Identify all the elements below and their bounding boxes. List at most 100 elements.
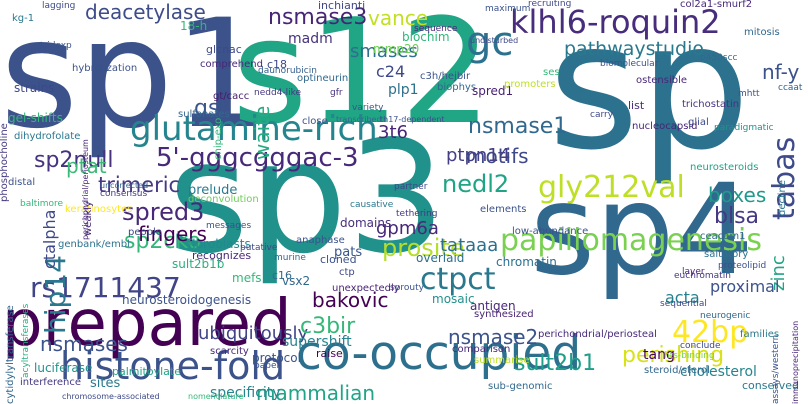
word-cloud-term: tri-loxp	[40, 41, 72, 51]
word-cloud-term: chromosome-associated	[62, 392, 160, 401]
word-cloud-term: ceacam1	[700, 231, 746, 242]
word-cloud-term: promoters	[504, 79, 556, 90]
word-cloud-term: prelude	[188, 183, 238, 198]
word-cloud-term: sequential	[660, 299, 707, 309]
word-cloud-term: ctp	[339, 267, 355, 278]
word-cloud-term: assays/western	[771, 334, 781, 404]
word-cloud-term: 18-h	[180, 19, 208, 33]
word-cloud-term: partner	[394, 182, 428, 192]
word-cloud-term: mammalian	[256, 381, 376, 404]
word-cloud-term: trichostatin	[682, 99, 740, 110]
word-cloud-term: domains	[340, 216, 392, 230]
word-cloud-term: vance	[368, 6, 429, 30]
word-cloud-term: comparison	[452, 344, 511, 355]
word-cloud-term: sites	[90, 376, 121, 391]
word-cloud-term: blsa	[714, 204, 760, 229]
word-cloud-term: pathwaystudio	[564, 38, 704, 60]
word-cloud-term: causative	[350, 200, 394, 210]
word-cloud-term: ubiquitously	[198, 323, 309, 344]
word-cloud-term: nf-y	[762, 60, 800, 84]
word-cloud-term: lagging	[42, 1, 76, 11]
word-cloud-term: sult2b1b	[172, 257, 225, 271]
word-cloud-term: nsmases	[40, 332, 128, 356]
word-cloud-term: nucleocapsid	[632, 121, 698, 132]
word-cloud-term: bakovic	[312, 288, 389, 312]
word-cloud-term: sp2cko	[124, 229, 201, 254]
word-cloud-term: fingers	[138, 222, 207, 246]
word-cloud-term: mosaic	[432, 292, 475, 306]
word-cloud-term: deconvolution	[188, 194, 259, 205]
word-cloud-term: paper	[254, 361, 281, 371]
word-cloud-term: s12	[232, 0, 493, 157]
word-cloud-term: col2a1-smurf2	[680, 0, 753, 10]
word-cloud-term: acyltransferases	[21, 304, 31, 379]
word-cloud-term: cholesterol	[680, 364, 757, 380]
word-cloud-term: undisturbed	[470, 36, 519, 45]
word-cloud-term: overlaid	[416, 251, 465, 265]
word-cloud-term: ostensible	[636, 75, 688, 86]
word-cloud-term: nsmase1	[468, 114, 568, 139]
word-cloud-term: chip-exo	[213, 117, 224, 160]
word-cloud-term: close	[302, 116, 328, 127]
word-cloud-term: ctpct	[420, 262, 496, 297]
word-cloud-term: antigen	[470, 299, 516, 313]
word-cloud-term: ccaat	[778, 83, 803, 93]
word-cloud-term: recruiting	[528, 0, 572, 9]
word-cloud-term: biochim	[402, 30, 450, 44]
word-cloud-term: glcnac	[206, 43, 242, 56]
word-cloud-term: tethering	[396, 209, 438, 219]
word-cloud-term: saltatory	[704, 249, 749, 260]
word-cloud-term: daunorubicin	[258, 66, 317, 76]
word-cloud-term: raise	[316, 347, 343, 360]
word-cloud-term: paradigmatic	[714, 123, 774, 133]
word-cloud-term: gc	[466, 19, 514, 65]
word-cloud-term: deacetylase	[85, 0, 206, 24]
word-cloud-term: baltimore	[20, 199, 64, 209]
word-cloud-term: biophys	[437, 82, 477, 93]
word-cloud-term: glial	[688, 117, 709, 128]
word-cloud-term: layer	[682, 267, 705, 277]
word-cloud-term: ctalpha	[40, 209, 59, 270]
word-cloud-term: nsmase2	[448, 325, 539, 349]
word-cloud-term: sp3	[168, 107, 446, 288]
word-cloud-term: c3h/hejbir	[420, 71, 471, 82]
word-cloud-term: gpm6a	[376, 218, 439, 239]
word-cloud-term: ptpn14	[446, 145, 511, 166]
word-cloud-term: conclude	[680, 341, 721, 351]
word-cloud-term: papillomagenesis	[500, 223, 763, 258]
word-cloud-term: perichondrial/periosteal	[538, 329, 657, 340]
word-cloud-term: weakly	[83, 201, 94, 236]
word-cloud-term: tataaa	[440, 235, 499, 256]
word-cloud-term: specificity	[210, 385, 281, 401]
word-cloud-term: nsmase3	[268, 5, 368, 30]
word-cloud-term: sp1	[0, 0, 269, 162]
word-cloud-term: optineurin	[297, 73, 349, 84]
word-cloud-term: sulfonates	[178, 109, 230, 120]
word-cloud-term: vsx2	[282, 274, 311, 288]
word-cloud-term: 42bp	[672, 315, 749, 350]
word-cloud-term: c18	[267, 58, 288, 71]
word-cloud-term: strains	[14, 81, 55, 95]
word-cloud-term: protocol	[252, 351, 301, 365]
word-cloud-term: list	[628, 99, 645, 112]
word-cloud-term: ptat	[66, 154, 107, 178]
word-cloud-term: rs1711437	[30, 271, 181, 304]
word-cloud-term: neurogenic	[700, 311, 751, 321]
word-cloud-term: histone-fold	[60, 344, 286, 388]
word-cloud-term: immunoprecipitation	[791, 320, 800, 404]
word-cloud-term: putative	[240, 243, 278, 253]
word-cloud-term: uncorrected	[100, 181, 149, 190]
word-cloud-term: sult2b1	[514, 351, 597, 376]
word-cloud-term: 3t6	[378, 122, 408, 143]
word-cloud-term: murine	[274, 253, 306, 263]
word-cloud-term: cytidylyltransferase	[5, 305, 16, 404]
word-cloud-term: fibroblasts	[188, 237, 251, 251]
word-cloud-term: kg-1	[12, 13, 35, 24]
word-cloud-term: co-occupied	[296, 326, 582, 381]
word-cloud-term: acta	[665, 288, 700, 307]
word-cloud-term: mefs	[232, 271, 262, 285]
word-cloud-term: messages	[206, 221, 252, 231]
word-cloud-term: consensus	[100, 189, 148, 199]
word-cloud-term: neurosteroidogenesis	[122, 293, 252, 307]
